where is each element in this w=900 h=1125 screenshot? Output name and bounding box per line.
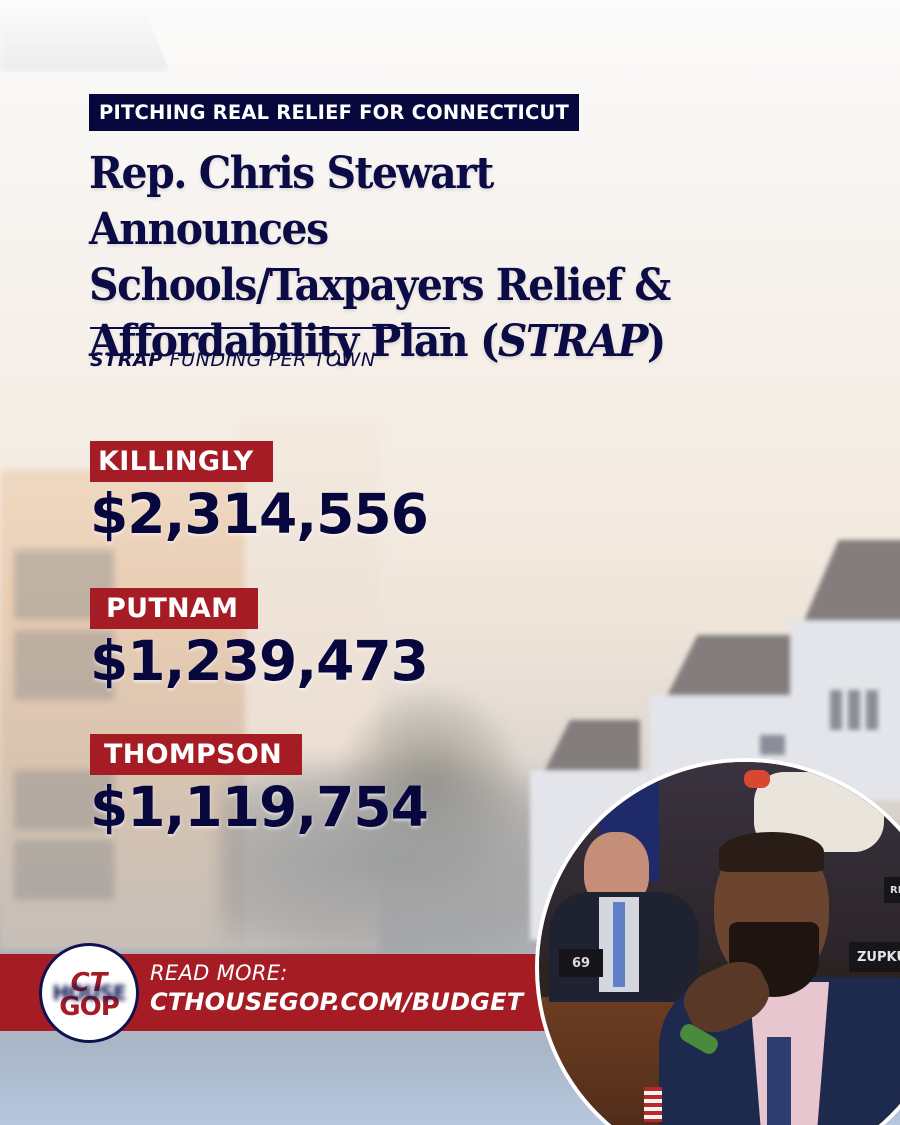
- headline-line-2: Schools/Taxpayers Relief &: [89, 260, 671, 311]
- town-label: THOMPSON: [90, 734, 303, 775]
- photo-back-person-tie: [613, 902, 625, 987]
- kicker-label: PITCHING REAL RELIEF FOR CONNECTICUT: [89, 94, 580, 131]
- read-more-link[interactable]: READ MORE: CTHOUSEGOP.COM/BUDGET: [150, 960, 523, 1018]
- photo-red-accent: [744, 770, 770, 788]
- section-subhead: STRAP FUNDING PER TOWN: [90, 349, 376, 371]
- town-amount: $2,314,556: [90, 482, 429, 546]
- photo-main-person-tie: [767, 1037, 791, 1125]
- photo-nameplate-69: 69: [559, 949, 603, 977]
- background-school-building: [0, 470, 245, 950]
- town-label: KILLINGLY: [90, 441, 274, 482]
- budget-url-link[interactable]: CTHOUSEGOP.COM/BUDGET: [150, 988, 524, 1016]
- photo-main-person-hair: [719, 832, 824, 872]
- read-more-label: READ MORE:: [150, 961, 288, 985]
- town-entry-thompson: THOMPSON $1,119,754: [90, 734, 429, 839]
- headline-strap-emphasis: STRAP: [497, 316, 649, 367]
- divider-rule: [90, 327, 450, 329]
- headline-line-1: Rep. Chris Stewart Announces: [89, 148, 494, 255]
- representative-photo: 69 REP. KENN ZUPKUS: [535, 758, 900, 1125]
- town-amount: $1,119,754: [90, 775, 429, 839]
- photo-flag: [644, 1087, 662, 1122]
- headline-line-3-suffix: ): [646, 316, 666, 367]
- town-label: PUTNAM: [90, 588, 259, 629]
- subhead-text: FUNDING PER TOWN: [162, 349, 376, 371]
- photo-nameplate-kenn: REP. KENN: [884, 877, 900, 903]
- logo-house-text: HOUSE: [52, 981, 126, 1005]
- background-house-near: [790, 540, 900, 800]
- ct-house-gop-logo: CT HOUSE GOP: [39, 943, 139, 1043]
- headline: Rep. Chris Stewart Announces Schools/Tax…: [89, 146, 740, 370]
- town-entry-putnam: PUTNAM $1,239,473: [90, 588, 429, 693]
- background-rooftop: [0, 10, 170, 72]
- town-amount: $1,239,473: [90, 629, 429, 693]
- headline-line-3-prefix: Affordability Plan (: [89, 316, 499, 367]
- logo-ct-text: CT: [70, 968, 108, 998]
- photo-nameplate-zupkus: ZUPKUS: [849, 942, 900, 972]
- town-entry-killingly: KILLINGLY $2,314,556: [90, 441, 429, 546]
- logo-gop-text: GOP: [59, 992, 119, 1022]
- subhead-strap-emphasis: STRAP: [90, 349, 163, 371]
